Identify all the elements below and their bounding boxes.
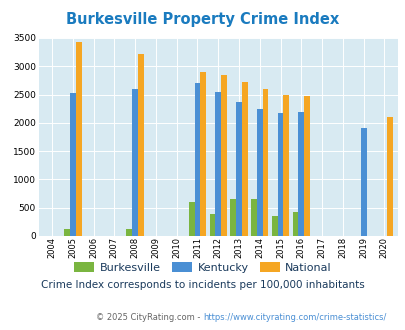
Text: Crime Index corresponds to incidents per 100,000 inhabitants: Crime Index corresponds to incidents per… bbox=[41, 280, 364, 290]
Bar bbox=[235, 102, 241, 236]
Bar bbox=[132, 89, 138, 236]
Bar bbox=[76, 43, 81, 236]
Bar bbox=[250, 199, 256, 236]
Bar bbox=[215, 92, 221, 236]
Legend: Burkesville, Kentucky, National: Burkesville, Kentucky, National bbox=[70, 258, 335, 278]
Bar bbox=[283, 95, 288, 236]
Bar bbox=[271, 216, 277, 236]
Bar bbox=[277, 113, 283, 236]
Bar bbox=[194, 83, 200, 236]
Bar bbox=[138, 54, 143, 236]
Bar bbox=[209, 214, 215, 236]
Bar bbox=[292, 212, 298, 236]
Bar bbox=[70, 93, 76, 236]
Bar bbox=[256, 109, 262, 236]
Bar bbox=[360, 128, 366, 236]
Bar bbox=[221, 75, 226, 236]
Text: Burkesville Property Crime Index: Burkesville Property Crime Index bbox=[66, 12, 339, 26]
Bar bbox=[386, 116, 392, 236]
Bar bbox=[230, 199, 235, 236]
Text: © 2025 CityRating.com -: © 2025 CityRating.com - bbox=[96, 313, 202, 322]
Bar bbox=[241, 82, 247, 236]
Bar bbox=[126, 229, 132, 236]
Bar bbox=[298, 112, 303, 236]
Bar bbox=[64, 229, 70, 236]
Bar bbox=[200, 72, 206, 236]
Bar bbox=[188, 202, 194, 236]
Text: https://www.cityrating.com/crime-statistics/: https://www.cityrating.com/crime-statist… bbox=[202, 313, 386, 322]
Bar bbox=[262, 89, 268, 236]
Bar bbox=[303, 96, 309, 236]
